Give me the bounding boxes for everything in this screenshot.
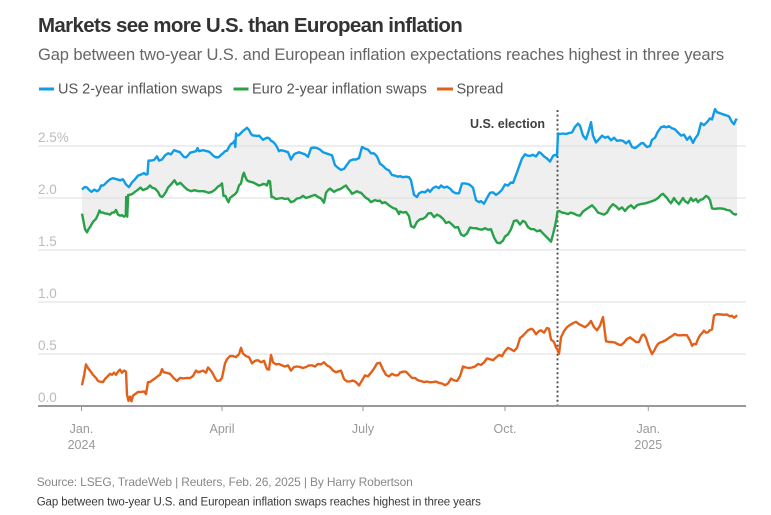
svg-text:2025: 2025 [634,438,662,452]
svg-text:Jan.: Jan. [70,422,94,436]
svg-text:Markets see more U.S. than Eur: Markets see more U.S. than European infl… [38,14,462,37]
svg-text:Source: LSEG, TradeWeb | Reute: Source: LSEG, TradeWeb | Reuters, Feb. 2… [37,475,413,489]
svg-text:Jan.: Jan. [636,422,660,436]
svg-text:Gap between two-year U.S. and: Gap between two-year U.S. and European i… [38,46,724,64]
svg-text:Gap between two-year U.S. and: Gap between two-year U.S. and European i… [37,497,481,509]
svg-text:2.0: 2.0 [38,182,57,197]
svg-text:US 2-year inflation swaps: US 2-year inflation swaps [58,82,222,98]
svg-text:Oct.: Oct. [494,422,517,436]
svg-text:2.5%: 2.5% [38,130,69,145]
svg-text:April: April [209,422,234,436]
svg-text:U.S. election: U.S. election [470,117,545,131]
svg-text:1.5: 1.5 [38,234,57,249]
svg-text:0.0: 0.0 [38,390,57,405]
svg-text:Spread: Spread [457,82,504,98]
svg-text:0.5: 0.5 [38,338,57,353]
svg-text:July: July [352,422,375,436]
svg-text:1.0: 1.0 [38,286,57,301]
svg-text:Euro 2-year inflation swaps: Euro 2-year inflation swaps [252,82,427,98]
svg-text:2024: 2024 [68,438,96,452]
